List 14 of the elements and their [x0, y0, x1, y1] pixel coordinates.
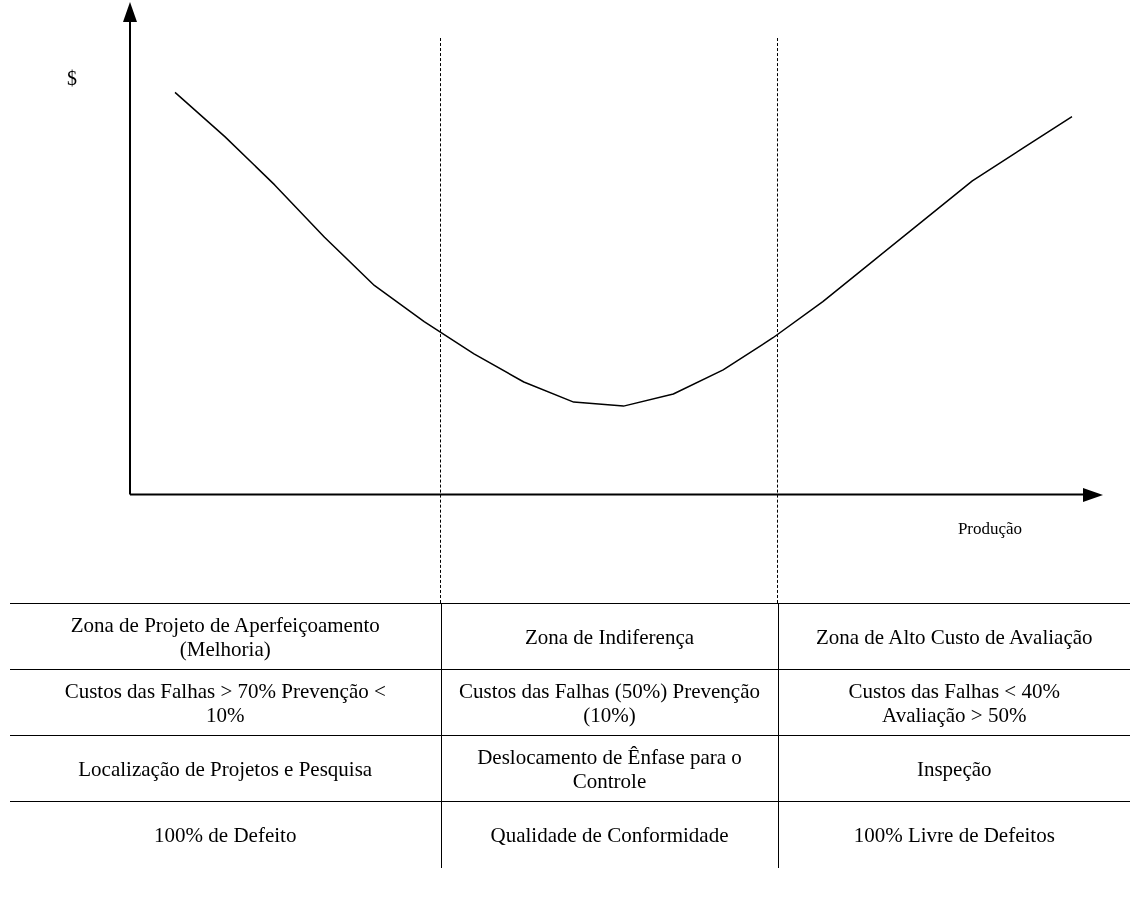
text: Qualidade de Conformidade — [441, 801, 778, 868]
text: Zona de Alto Custo de Avaliação — [778, 603, 1130, 670]
text: Localização de Projetos e Pesquisa — [10, 735, 441, 802]
x-axis-title: Produção — [957, 519, 1023, 539]
text: Custos das Falhas (50%) Prevenção (10%) — [441, 669, 778, 736]
text: 100% de Defeito — [10, 801, 441, 868]
text: Deslocamento de Ênfase para o Controle — [441, 735, 778, 802]
y-axis-title: $ — [67, 67, 77, 90]
text: Custos das Falhas > 70% Prevenção < 10% — [10, 669, 441, 736]
text: Zona de Projeto de Aperfeiçoamento (Melhoria) — [10, 603, 441, 670]
text: Custos das Falhas < 40% Avaliação > 50% — [778, 669, 1130, 736]
text: Zona de Indiferença — [441, 603, 778, 670]
text: 100% Livre de Defeitos — [778, 801, 1130, 868]
text: Inspeção — [778, 735, 1130, 802]
